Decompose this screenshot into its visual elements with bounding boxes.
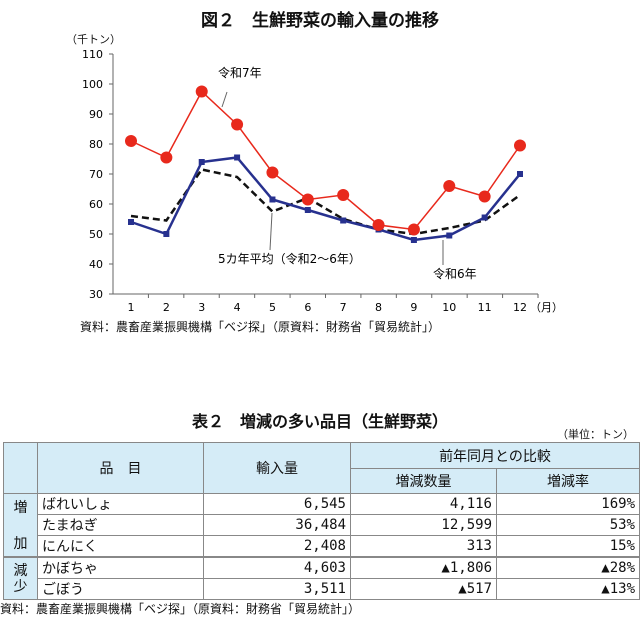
data-point bbox=[410, 237, 417, 243]
y-tick-label: 40 bbox=[89, 258, 103, 271]
x-tick-label: 4 bbox=[234, 301, 241, 314]
rate-value: 169% bbox=[496, 493, 640, 515]
item-name: にんにく bbox=[37, 535, 204, 558]
import-value: 4,603 bbox=[203, 556, 351, 579]
rate-value: ▲28% bbox=[496, 556, 640, 579]
x-tick-label: 7 bbox=[340, 301, 347, 314]
y-tick-label: 80 bbox=[89, 138, 103, 151]
series-line bbox=[130, 90, 521, 231]
item-name: ばれいしょ bbox=[37, 493, 204, 515]
data-point bbox=[163, 231, 170, 237]
data-point bbox=[304, 207, 311, 213]
table-row: たまねぎ 36,484 12,599 53% bbox=[4, 514, 640, 536]
y-tick-label: 50 bbox=[89, 228, 103, 241]
table-row: ごぼう 3,511 ▲517 ▲13% bbox=[4, 578, 640, 600]
diff-value: ▲1,806 bbox=[350, 556, 497, 579]
data-point bbox=[301, 193, 314, 206]
data-point bbox=[266, 166, 279, 179]
series-labels: 令和7年 5カ年平均（令和2～6年） 令和6年 bbox=[218, 65, 477, 281]
table-row: 増加 ばれいしょ 6,545 4,116 169% bbox=[3, 493, 640, 558]
y-axis-unit: （千トン） bbox=[66, 33, 121, 46]
data-point bbox=[234, 154, 241, 161]
chart-title: 図２ 生鮮野菜の輸入量の推移 bbox=[201, 11, 439, 31]
import-value: 2,408 bbox=[203, 535, 351, 558]
data-point bbox=[340, 217, 347, 224]
data-point bbox=[128, 219, 134, 225]
series-group bbox=[125, 85, 526, 243]
item-name: かぼちゃ bbox=[37, 556, 204, 579]
y-tick-label: 70 bbox=[89, 168, 103, 181]
x-tick-label: 8 bbox=[375, 301, 382, 314]
y-tick-label: 60 bbox=[89, 198, 103, 211]
header-import: 輸入量 bbox=[203, 442, 351, 494]
data-point bbox=[407, 223, 420, 236]
leader-line bbox=[269, 212, 273, 251]
series-line bbox=[130, 168, 521, 236]
x-tick-label: 12 bbox=[513, 301, 527, 314]
header-item: 品 目 bbox=[37, 442, 204, 494]
x-tick-label: 3 bbox=[198, 301, 205, 314]
rate-value: 53% bbox=[496, 514, 640, 536]
import-value: 36,484 bbox=[203, 514, 351, 536]
data-point bbox=[481, 214, 488, 221]
leader-line bbox=[221, 91, 228, 108]
data-point bbox=[443, 180, 456, 192]
data-point bbox=[231, 118, 244, 131]
x-tick-label: 2 bbox=[163, 301, 170, 314]
diff-value: 12,599 bbox=[350, 514, 497, 536]
y-tick-label: 100 bbox=[82, 78, 103, 91]
group-increase: 増加 bbox=[3, 493, 38, 558]
data-point bbox=[446, 232, 453, 239]
series-label: 5カ年平均（令和2～6年） bbox=[218, 251, 361, 266]
header-compare: 前年同月との比較 bbox=[350, 442, 640, 469]
x-tick-label: 10 bbox=[442, 301, 456, 314]
rate-value: ▲13% bbox=[496, 578, 640, 600]
import-value: 3,511 bbox=[203, 578, 351, 600]
items-table: 品 目 輸入量 前年同月との比較 増減数量 増減率 増加 ばれいしょ 6,545… bbox=[3, 442, 640, 600]
rate-value: 15% bbox=[496, 535, 640, 558]
data-point bbox=[517, 171, 523, 177]
data-point bbox=[195, 85, 208, 98]
data-point bbox=[372, 219, 385, 231]
series-label: 令和7年 bbox=[218, 65, 262, 80]
x-tick-label: 6 bbox=[304, 301, 311, 314]
table-title: 表２ 増減の多い品目（生鮮野菜） bbox=[191, 412, 448, 431]
data-point bbox=[160, 151, 173, 164]
data-point bbox=[198, 159, 205, 165]
header-corner bbox=[3, 442, 38, 494]
table-source: 資料：農畜産業振興機構「ベジ探」（原資料：財務省「貿易統計」） bbox=[0, 602, 361, 616]
data-point bbox=[269, 196, 276, 203]
diff-value: 313 bbox=[350, 535, 497, 558]
diff-value: 4,116 bbox=[350, 493, 497, 515]
header-rate: 増減率 bbox=[496, 468, 640, 494]
y-tick-label: 90 bbox=[89, 108, 103, 121]
x-tick-label: 11 bbox=[478, 301, 492, 314]
table-row: にんにく 2,408 313 15% bbox=[4, 535, 640, 558]
data-point bbox=[337, 189, 350, 201]
chart-source: 資料：農畜産業振興機構「ベジ探」（原資料：財務省「貿易統計」） bbox=[80, 320, 441, 334]
group-decrease: 減少 bbox=[3, 556, 38, 600]
y-tick-label: 30 bbox=[89, 288, 103, 301]
x-axis-unit: （月） bbox=[530, 301, 563, 314]
series-label: 令和6年 bbox=[433, 266, 477, 281]
header-diff: 増減数量 bbox=[350, 468, 497, 494]
item-name: たまねぎ bbox=[37, 514, 204, 536]
y-tick-label: 110 bbox=[82, 48, 103, 61]
item-name: ごぼう bbox=[37, 578, 204, 600]
data-point bbox=[478, 190, 491, 203]
diff-value: ▲517 bbox=[350, 578, 497, 600]
x-tick-label: 1 bbox=[128, 301, 135, 314]
series-line bbox=[130, 156, 521, 242]
x-tick-label: 9 bbox=[410, 301, 417, 314]
data-point bbox=[514, 139, 526, 152]
x-tick-label: 5 bbox=[269, 301, 276, 314]
data-point bbox=[125, 135, 137, 147]
table-row: 減少 かぼちゃ 4,603 ▲1,806 ▲28% bbox=[3, 556, 640, 600]
table-unit: （単位：トン） bbox=[557, 428, 634, 441]
import-value: 6,545 bbox=[203, 493, 351, 515]
